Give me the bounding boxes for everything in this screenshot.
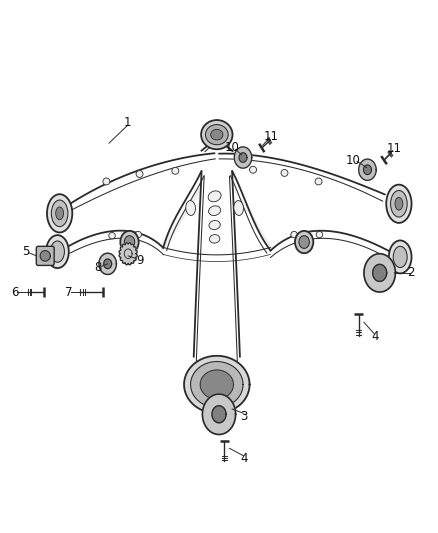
Ellipse shape	[389, 240, 412, 273]
Polygon shape	[234, 188, 272, 248]
Text: 3: 3	[240, 410, 248, 423]
Ellipse shape	[315, 178, 322, 185]
Polygon shape	[161, 188, 201, 251]
Ellipse shape	[120, 231, 139, 253]
Ellipse shape	[56, 207, 64, 220]
Ellipse shape	[250, 166, 257, 173]
Polygon shape	[40, 251, 50, 261]
Polygon shape	[191, 361, 243, 408]
Ellipse shape	[209, 235, 220, 243]
Ellipse shape	[103, 178, 110, 185]
Text: 9: 9	[136, 254, 143, 266]
Text: 8: 8	[94, 261, 101, 274]
Text: 10: 10	[225, 141, 240, 155]
Ellipse shape	[291, 231, 297, 238]
Ellipse shape	[209, 221, 220, 230]
Ellipse shape	[281, 169, 288, 176]
Polygon shape	[202, 394, 236, 434]
Ellipse shape	[205, 125, 228, 145]
FancyBboxPatch shape	[36, 246, 54, 265]
Text: 6: 6	[11, 286, 18, 298]
Polygon shape	[184, 356, 250, 413]
Text: 11: 11	[264, 130, 279, 143]
Ellipse shape	[46, 235, 69, 268]
Polygon shape	[239, 153, 247, 163]
Polygon shape	[200, 370, 233, 399]
Text: 7: 7	[65, 286, 72, 298]
Ellipse shape	[211, 130, 223, 140]
Ellipse shape	[234, 200, 244, 215]
Ellipse shape	[186, 200, 195, 215]
Ellipse shape	[136, 171, 143, 177]
Text: 4: 4	[240, 453, 248, 465]
Ellipse shape	[295, 231, 313, 253]
Ellipse shape	[47, 194, 72, 232]
Text: 10: 10	[346, 154, 361, 167]
Ellipse shape	[395, 197, 403, 210]
Ellipse shape	[386, 184, 412, 223]
Ellipse shape	[50, 241, 64, 262]
Ellipse shape	[393, 246, 407, 268]
Ellipse shape	[391, 190, 407, 217]
Ellipse shape	[208, 191, 221, 202]
Polygon shape	[359, 159, 376, 180]
Text: 1: 1	[124, 117, 131, 130]
Polygon shape	[212, 406, 226, 423]
Polygon shape	[104, 259, 112, 269]
Ellipse shape	[172, 167, 179, 174]
Ellipse shape	[208, 206, 221, 215]
Ellipse shape	[299, 236, 309, 248]
Polygon shape	[364, 165, 371, 174]
Text: 5: 5	[22, 245, 30, 258]
Polygon shape	[364, 254, 396, 292]
Polygon shape	[373, 264, 387, 281]
Ellipse shape	[124, 236, 135, 248]
Polygon shape	[99, 253, 117, 274]
Ellipse shape	[51, 200, 68, 227]
Ellipse shape	[316, 231, 323, 238]
Text: 11: 11	[387, 142, 402, 155]
Polygon shape	[234, 147, 252, 168]
Ellipse shape	[201, 120, 233, 149]
Text: 4: 4	[371, 330, 379, 343]
Ellipse shape	[135, 231, 141, 238]
Text: 2: 2	[407, 266, 415, 279]
Polygon shape	[119, 243, 137, 265]
Ellipse shape	[109, 232, 115, 239]
